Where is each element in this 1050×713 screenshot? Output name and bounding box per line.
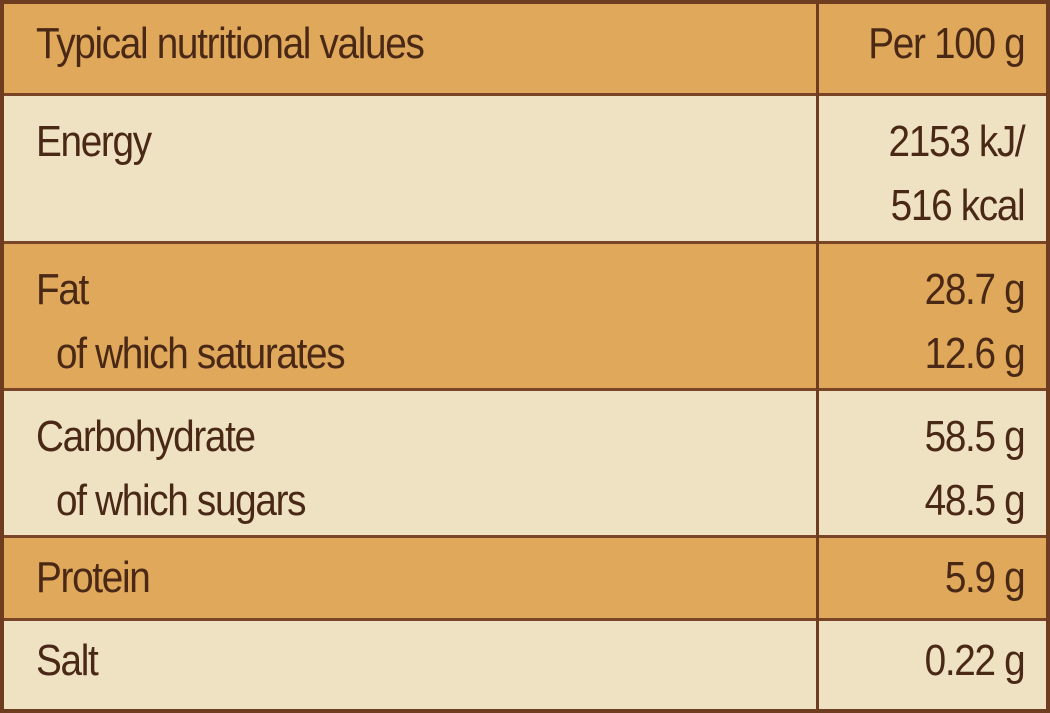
nutrient-label: Energy (36, 110, 166, 174)
text-line: Fat (36, 265, 89, 314)
text-line: Salt (36, 636, 99, 685)
text-line: Typical nutritional values (36, 19, 425, 68)
text-line: 516 kcal (890, 181, 1025, 230)
text-line: of which saturates (56, 329, 346, 378)
nutrient-row: Protein 5.9 g (4, 538, 1046, 621)
column-divider (816, 4, 819, 709)
nutrient-value: 58.5 g 48.5 g (911, 405, 1025, 533)
nutrient-value: 2153 kJ/516 kcal (870, 110, 1025, 238)
text-line: Energy (36, 117, 152, 166)
nutrient-label: Salt (36, 629, 106, 693)
text-line: Per 100 g (867, 19, 1025, 68)
nutrient-label: Protein (36, 546, 165, 610)
nutrient-value: 0.22 g (911, 629, 1025, 693)
text-line: 28.7 g (924, 265, 1025, 314)
nutrient-row: Carbohydrate of which sugars 58.5 g 48.5 g (4, 391, 1046, 538)
header-row: Typical nutritional values Per 100 g (4, 4, 1046, 96)
nutrient-value: 28.7 g 12.6 g (911, 258, 1025, 386)
nutrient-value: 5.9 g (934, 546, 1025, 610)
nutrient-row: Salt 0.22 g (4, 621, 1046, 709)
nutrient-row: Fat of which saturates 28.7 g 12.6 g (4, 244, 1046, 391)
text-line: 12.6 g (924, 329, 1025, 378)
text-line: 0.22 g (924, 636, 1025, 685)
nutrient-row: Energy 2153 kJ/516 kcal (4, 96, 1046, 244)
nutrient-label: Carbohydrate of which sugars (36, 405, 339, 533)
header-value: Per 100 g (847, 12, 1025, 76)
nutrient-label: Fat of which saturates (36, 258, 384, 386)
text-line: 5.9 g (944, 553, 1025, 602)
text-line: 58.5 g (924, 412, 1025, 461)
text-line: Protein (36, 553, 151, 602)
text-line: Carbohydrate (36, 412, 256, 461)
text-line: 2153 kJ/ (888, 117, 1025, 166)
text-line: of which sugars (56, 476, 307, 525)
text-line: 48.5 g (924, 476, 1025, 525)
header-label: Typical nutritional values (36, 12, 476, 76)
